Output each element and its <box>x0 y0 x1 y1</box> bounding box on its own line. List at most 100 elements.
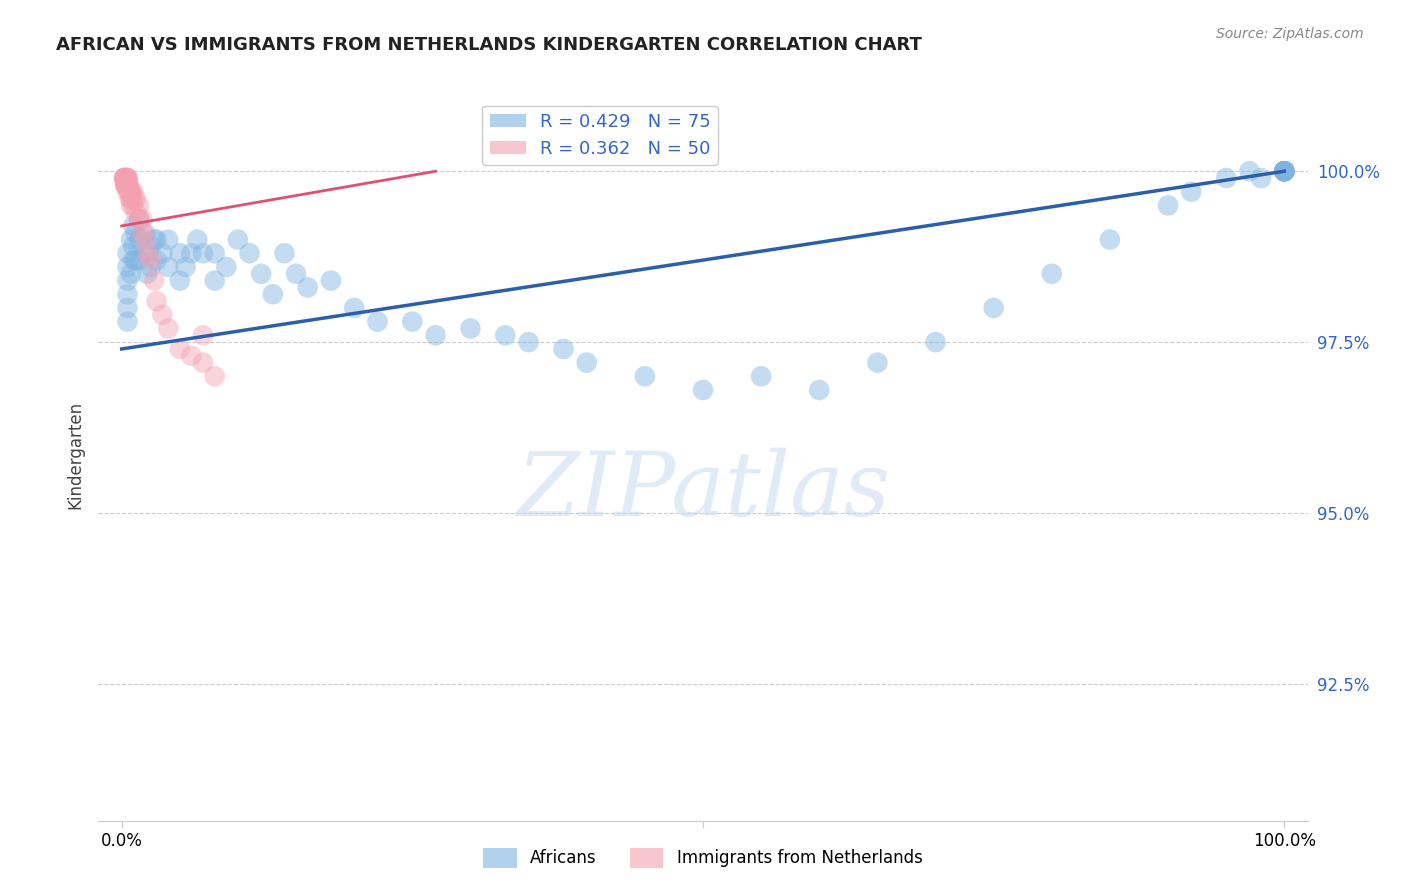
Point <box>239 246 262 260</box>
Point <box>122 219 145 233</box>
Point <box>117 315 139 329</box>
Point <box>215 260 238 274</box>
Point <box>1180 185 1202 199</box>
Point <box>115 178 138 192</box>
Point <box>143 233 166 247</box>
Point <box>117 171 139 186</box>
Point <box>1272 164 1295 178</box>
Point <box>1250 171 1272 186</box>
Point <box>262 287 284 301</box>
Point <box>145 253 167 268</box>
Point <box>983 301 1005 315</box>
Point <box>180 349 202 363</box>
Point <box>120 233 142 247</box>
Point <box>124 205 146 219</box>
Point <box>136 246 159 260</box>
Point <box>117 301 139 315</box>
Point <box>117 246 139 260</box>
Point <box>122 185 145 199</box>
Point <box>204 274 226 288</box>
Point <box>143 274 166 288</box>
Point <box>634 369 657 384</box>
Point <box>191 246 214 260</box>
Point <box>425 328 447 343</box>
Point <box>128 198 150 212</box>
Point <box>134 226 156 240</box>
Point <box>692 383 714 397</box>
Point <box>117 178 139 192</box>
Point <box>115 171 138 186</box>
Point <box>1157 198 1180 212</box>
Point <box>118 185 141 199</box>
Point <box>112 171 135 186</box>
Point <box>575 356 598 370</box>
Point <box>169 342 191 356</box>
Point <box>120 185 142 199</box>
Point <box>136 267 159 281</box>
Point <box>114 171 136 186</box>
Point <box>118 185 141 199</box>
Point <box>145 294 167 309</box>
Point <box>174 260 197 274</box>
Point <box>157 233 180 247</box>
Point <box>204 369 226 384</box>
Point <box>204 246 226 260</box>
Point <box>128 212 150 227</box>
Point <box>118 178 141 192</box>
Point <box>401 315 423 329</box>
Point <box>122 253 145 268</box>
Point <box>343 301 366 315</box>
Legend: Africans, Immigrants from Netherlands: Africans, Immigrants from Netherlands <box>477 841 929 875</box>
Point <box>1239 164 1261 178</box>
Point <box>1215 171 1237 186</box>
Point <box>128 253 150 268</box>
Point <box>131 212 153 227</box>
Point <box>169 246 191 260</box>
Point <box>866 356 889 370</box>
Point <box>118 192 141 206</box>
Point <box>145 233 167 247</box>
Point <box>1272 164 1295 178</box>
Point <box>122 192 145 206</box>
Point <box>157 321 180 335</box>
Point <box>1040 267 1063 281</box>
Point <box>118 178 141 192</box>
Point <box>1272 164 1295 178</box>
Point <box>128 233 150 247</box>
Point <box>117 185 139 199</box>
Point <box>169 274 191 288</box>
Point <box>117 171 139 186</box>
Point <box>117 287 139 301</box>
Point <box>180 246 202 260</box>
Point <box>157 260 180 274</box>
Point <box>114 178 136 192</box>
Point <box>117 178 139 192</box>
Point <box>1272 164 1295 178</box>
Point <box>122 239 145 253</box>
Point <box>114 178 136 192</box>
Point <box>117 171 139 186</box>
Point <box>120 185 142 199</box>
Point <box>124 253 146 268</box>
Point <box>114 178 136 192</box>
Point <box>250 267 273 281</box>
Point <box>808 383 831 397</box>
Point <box>131 226 153 240</box>
Text: AFRICAN VS IMMIGRANTS FROM NETHERLANDS KINDERGARTEN CORRELATION CHART: AFRICAN VS IMMIGRANTS FROM NETHERLANDS K… <box>56 36 922 54</box>
Point <box>749 369 772 384</box>
Point <box>124 226 146 240</box>
Point <box>134 246 156 260</box>
Point <box>1272 164 1295 178</box>
Text: Source: ZipAtlas.com: Source: ZipAtlas.com <box>1216 27 1364 41</box>
Point <box>114 171 136 186</box>
Point <box>1272 164 1295 178</box>
Point <box>494 328 516 343</box>
Point <box>517 335 540 350</box>
Point <box>112 171 135 186</box>
Point <box>128 212 150 227</box>
Point <box>120 198 142 212</box>
Point <box>117 274 139 288</box>
Point <box>122 198 145 212</box>
Text: ZIPatlas: ZIPatlas <box>516 448 890 535</box>
Point <box>1098 233 1121 247</box>
